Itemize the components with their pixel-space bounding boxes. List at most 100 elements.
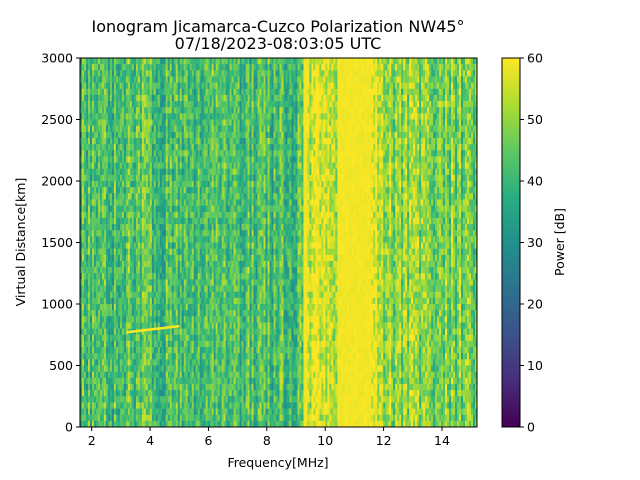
heatmap-cell <box>243 230 246 237</box>
heatmap-cell <box>179 137 183 145</box>
heatmap-cell <box>159 248 163 256</box>
heatmap-cell <box>227 420 230 428</box>
heatmap-cell <box>87 328 91 336</box>
heatmap-cell <box>81 279 85 286</box>
heatmap-cell <box>121 230 125 237</box>
heatmap-cell <box>143 402 147 409</box>
heatmap-cell <box>115 181 119 188</box>
heatmap-cell <box>119 353 123 360</box>
heatmap-cell <box>95 396 99 403</box>
heatmap-cell <box>125 365 129 372</box>
heatmap-cell <box>147 297 151 305</box>
heatmap-cell <box>179 242 183 249</box>
heatmap-cell <box>203 402 206 409</box>
heatmap-cell <box>111 310 115 317</box>
heatmap-cell <box>85 168 89 176</box>
heatmap-cell <box>111 58 115 65</box>
heatmap-cell <box>109 162 113 169</box>
heatmap-cell <box>139 390 143 397</box>
heatmap-cell <box>209 224 212 231</box>
heatmap-cell <box>195 187 198 194</box>
heatmap-cell <box>177 76 181 83</box>
heatmap-cell <box>157 224 161 231</box>
heatmap-cell <box>201 82 204 90</box>
heatmap-cell <box>163 205 167 213</box>
heatmap-cell <box>99 131 103 139</box>
heatmap-cell <box>157 137 161 145</box>
heatmap-cell <box>189 402 193 409</box>
heatmap-cell <box>167 347 171 354</box>
heatmap-cell <box>137 260 141 268</box>
heatmap-cell <box>183 150 187 157</box>
heatmap-cell <box>173 70 177 77</box>
heatmap-cell <box>183 76 187 83</box>
heatmap-cell <box>105 291 109 299</box>
heatmap-cell <box>235 279 238 286</box>
heatmap-cell <box>157 119 161 126</box>
heatmap-cell <box>131 131 135 139</box>
heatmap-cell <box>161 224 165 231</box>
heatmap-cell <box>91 119 95 126</box>
heatmap-cell <box>93 396 97 403</box>
heatmap-cell <box>89 316 93 323</box>
heatmap-cell <box>111 230 115 237</box>
heatmap-cell <box>221 187 224 194</box>
heatmap-cell <box>131 353 135 360</box>
heatmap-cell <box>113 199 117 206</box>
heatmap-cell <box>245 76 248 83</box>
heatmap-cell <box>93 359 97 366</box>
heatmap-cell <box>83 285 87 292</box>
heatmap-cell <box>159 205 163 213</box>
heatmap-cell <box>229 162 232 169</box>
heatmap-cell <box>119 82 123 90</box>
heatmap-cell <box>231 107 234 114</box>
heatmap-cell <box>115 156 119 163</box>
heatmap-cell <box>203 187 206 194</box>
heatmap-cell <box>97 174 101 182</box>
heatmap-cell <box>211 137 214 145</box>
heatmap-cell <box>233 131 236 139</box>
heatmap-cell <box>80 340 83 348</box>
heatmap-cell <box>83 420 87 428</box>
heatmap-cell <box>111 187 115 194</box>
heatmap-cell <box>191 273 195 280</box>
heatmap-cell <box>197 334 200 342</box>
heatmap-cell <box>95 82 99 90</box>
heatmap-cell <box>193 414 196 422</box>
heatmap-cell <box>203 144 206 151</box>
heatmap-cell <box>137 131 141 139</box>
heatmap-cell <box>179 70 183 77</box>
heatmap-cell <box>123 113 127 120</box>
heatmap-cell <box>105 144 109 151</box>
heatmap-cell <box>241 125 244 133</box>
heatmap-cell <box>229 88 232 96</box>
heatmap-cell <box>225 248 228 256</box>
heatmap-cell <box>129 322 133 329</box>
heatmap-cell <box>143 193 147 200</box>
heatmap-cell <box>219 359 222 366</box>
heatmap-cell <box>225 211 228 219</box>
heatmap-cell <box>113 58 117 65</box>
heatmap-cell <box>131 248 135 256</box>
heatmap-cell <box>83 390 87 397</box>
heatmap-cell <box>125 156 129 163</box>
heatmap-cell <box>135 383 139 391</box>
heatmap-cell <box>119 144 123 151</box>
heatmap-cell <box>125 107 129 114</box>
heatmap-cell <box>127 316 131 323</box>
heatmap-cell <box>139 168 143 176</box>
heatmap-cell <box>201 236 204 243</box>
heatmap-cell <box>155 414 159 422</box>
heatmap-cell <box>175 279 179 286</box>
heatmap-cell <box>135 260 139 268</box>
heatmap-cell <box>115 88 119 96</box>
heatmap-cell <box>177 420 181 428</box>
heatmap-cell <box>225 64 228 71</box>
heatmap-cell <box>167 199 171 206</box>
heatmap-cell <box>199 390 202 397</box>
heatmap-cell <box>217 390 220 397</box>
heatmap-cell <box>123 211 127 219</box>
heatmap-cell <box>241 273 244 280</box>
heatmap-cell <box>231 64 234 71</box>
heatmap-cell <box>135 125 139 133</box>
